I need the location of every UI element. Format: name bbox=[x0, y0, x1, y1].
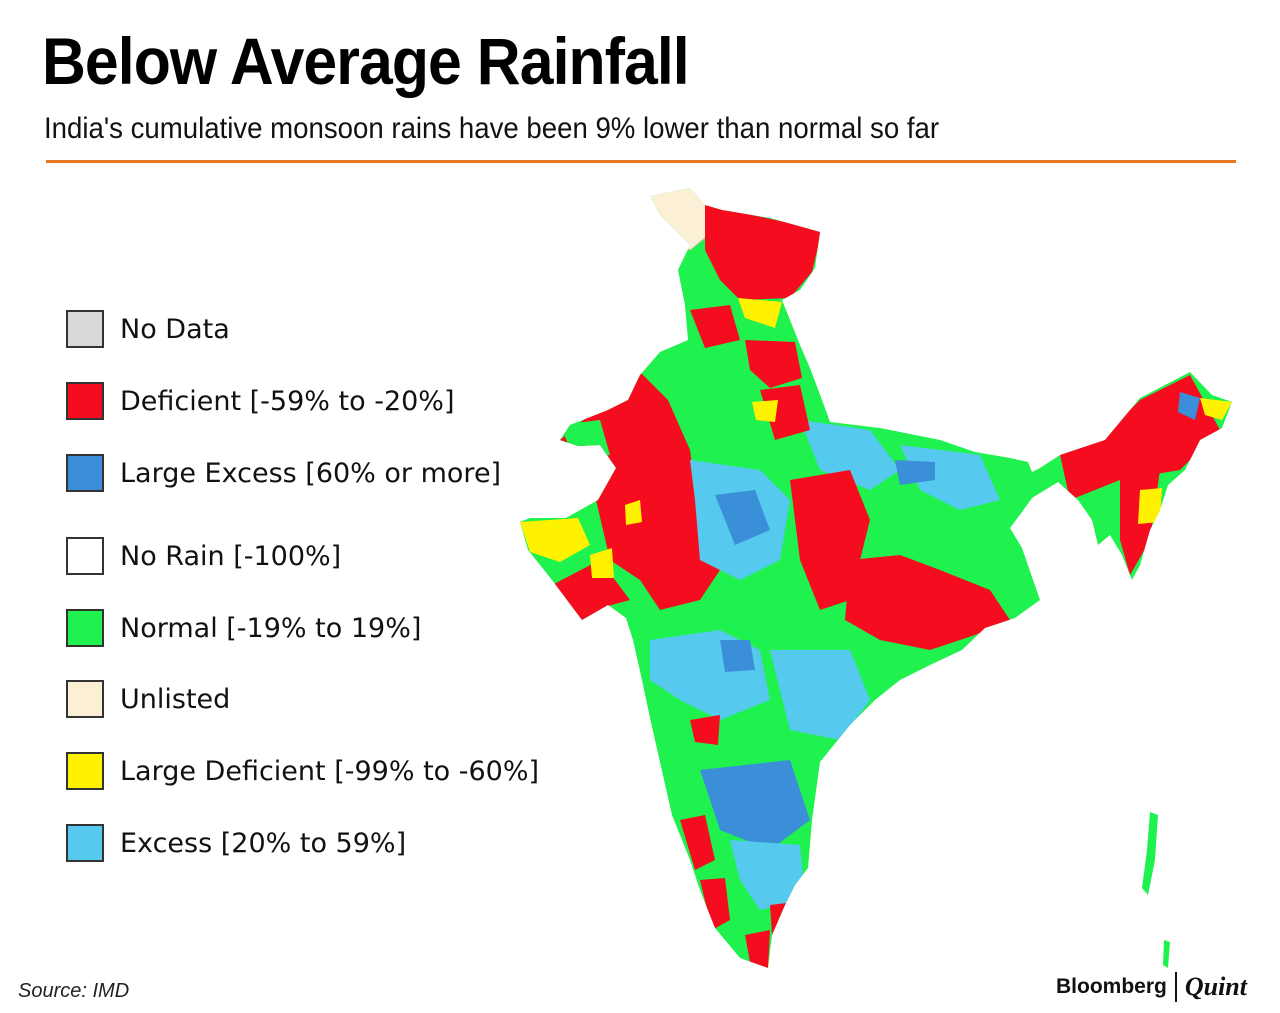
region-large-excess bbox=[715, 490, 770, 545]
legend-item-no-data: No Data bbox=[66, 310, 230, 348]
region-deficient bbox=[690, 305, 740, 348]
region-large-excess bbox=[1178, 392, 1200, 420]
legend-swatch bbox=[66, 752, 104, 790]
legend-label: Deficient [-59% to -20%] bbox=[120, 385, 455, 417]
brand-primary: Bloomberg bbox=[1056, 975, 1167, 998]
legend-swatch bbox=[66, 382, 104, 420]
legend-swatch bbox=[66, 454, 104, 492]
legend-label: Excess [20% to 59%] bbox=[120, 827, 407, 859]
legend-item-large-deficient: Large Deficient [-99% to -60%] bbox=[66, 752, 539, 790]
region-large-deficient bbox=[520, 518, 590, 562]
legend-item-deficient: Deficient [-59% to -20%] bbox=[66, 382, 455, 420]
source-note: Source: IMD bbox=[18, 980, 130, 1002]
region-large-deficient bbox=[1138, 488, 1162, 524]
region-deficient bbox=[845, 555, 1010, 650]
legend-label: Large Excess [60% or more] bbox=[120, 457, 502, 489]
legend-item-unlisted: Unlisted bbox=[66, 680, 230, 718]
region-deficient bbox=[690, 715, 720, 745]
legend-item-normal: Normal [-19% to 19%] bbox=[66, 609, 421, 647]
legend-label: Large Deficient [-99% to -60%] bbox=[120, 755, 540, 787]
region-deficient bbox=[760, 385, 810, 440]
region-deficient bbox=[680, 815, 715, 870]
brand-logo: Bloomberg Quint bbox=[1056, 972, 1247, 1002]
region-andaman-islands bbox=[1142, 812, 1158, 895]
region-large-excess bbox=[720, 640, 755, 672]
region-large-excess bbox=[700, 760, 810, 850]
region-deficient bbox=[770, 902, 795, 935]
region-deficient bbox=[705, 205, 822, 300]
map-regions bbox=[520, 188, 1232, 968]
brand-secondary: Quint bbox=[1184, 972, 1247, 1001]
legend-item-excess: Excess [20% to 59%] bbox=[66, 824, 406, 862]
india-rainfall-map bbox=[520, 188, 1232, 968]
region-deficient bbox=[745, 930, 770, 968]
region-deficient bbox=[745, 340, 802, 388]
region-deficient bbox=[700, 878, 730, 930]
region-normal bbox=[940, 515, 990, 570]
region-excess bbox=[1010, 428, 1028, 450]
region-large-deficient bbox=[590, 548, 614, 578]
region-excess bbox=[900, 445, 1000, 510]
region-large-deficient bbox=[738, 298, 782, 328]
region-large-excess bbox=[895, 460, 935, 485]
legend-label: No Data bbox=[120, 313, 230, 345]
title-divider bbox=[46, 160, 1236, 163]
legend-swatch bbox=[66, 537, 104, 575]
legend-swatch bbox=[66, 824, 104, 862]
legend-swatch bbox=[66, 680, 104, 718]
region-large-deficient bbox=[1200, 398, 1232, 420]
legend-label: No Rain [-100%] bbox=[120, 540, 342, 572]
region-excess bbox=[730, 840, 805, 910]
region-nicobar-islands bbox=[1163, 940, 1170, 968]
legend-swatch bbox=[66, 609, 104, 647]
legend-label: Unlisted bbox=[120, 683, 231, 715]
brand-divider bbox=[1174, 972, 1177, 1002]
legend-item-large-excess: Large Excess [60% or more] bbox=[66, 454, 501, 492]
region-excess bbox=[770, 650, 870, 740]
page-subtitle: India's cumulative monsoon rains have be… bbox=[44, 112, 940, 145]
region-large-deficient bbox=[752, 400, 778, 422]
legend-item-no-rain: No Rain [-100%] bbox=[66, 537, 341, 575]
region-excess bbox=[800, 420, 900, 490]
legend-label: Normal [-19% to 19%] bbox=[120, 612, 422, 644]
page-title: Below Average Rainfall bbox=[42, 24, 690, 98]
region-large-deficient bbox=[625, 500, 642, 525]
legend-swatch bbox=[66, 310, 104, 348]
